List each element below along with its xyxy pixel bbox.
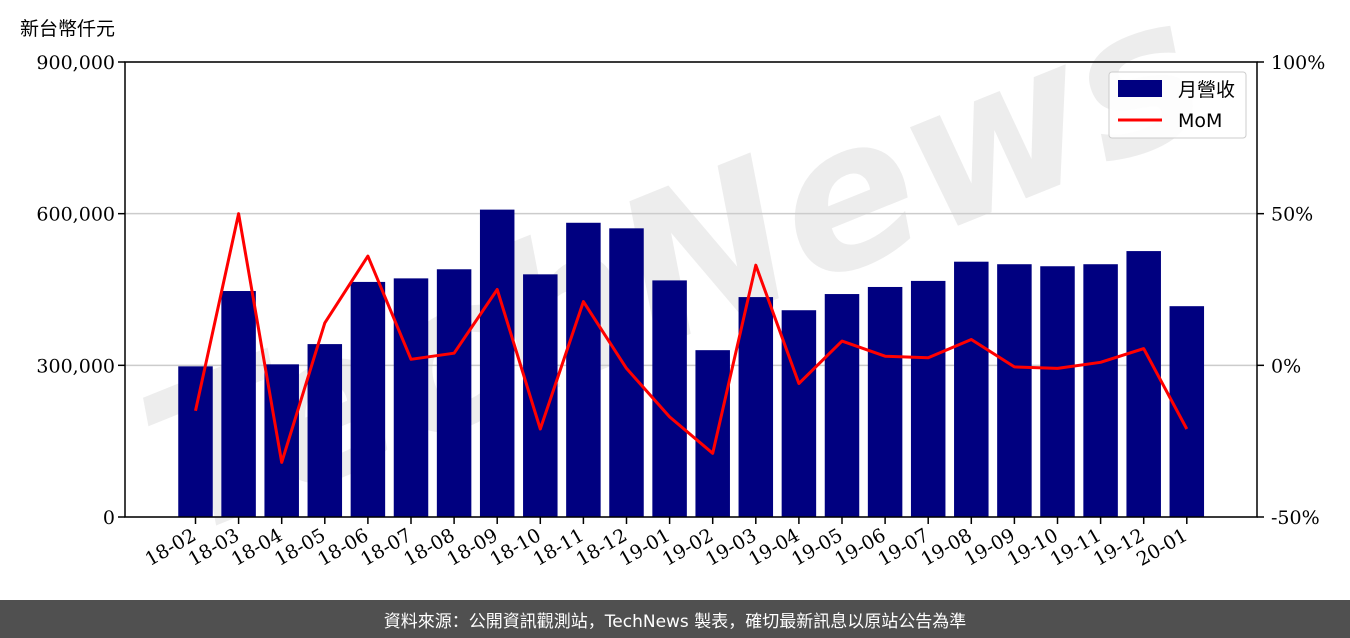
y-left-tick-label: 300,000 bbox=[36, 355, 115, 377]
revenue-bar bbox=[910, 280, 946, 517]
plot-frame bbox=[124, 61, 1258, 518]
revenue-bars bbox=[178, 209, 1205, 518]
revenue-bar bbox=[1083, 264, 1118, 517]
y-right-tick-label: 50% bbox=[1271, 204, 1313, 226]
y-left-tick-label: 0 bbox=[103, 507, 115, 529]
legend-label-mom: MoM bbox=[1178, 110, 1222, 132]
revenue-bar bbox=[652, 280, 687, 517]
revenue-chart: TechNews 0300,000600,000900,000-50%0%50%… bbox=[36, 0, 1325, 583]
mom-line-layer bbox=[194, 212, 1189, 464]
y-axis-unit-label: 新台幣仟元 bbox=[20, 18, 116, 40]
y-right-tick-label: 0% bbox=[1271, 355, 1301, 377]
revenue-bar bbox=[695, 350, 730, 517]
revenue-bar bbox=[997, 264, 1032, 517]
x-tick-label: 20-01 bbox=[1133, 524, 1191, 570]
y-left-tick-label: 900,000 bbox=[36, 52, 115, 74]
revenue-bar bbox=[566, 222, 601, 517]
revenue-bar bbox=[954, 261, 989, 517]
revenue-bar bbox=[824, 294, 860, 517]
legend: 月營收 MoM bbox=[1108, 71, 1247, 139]
footer-text: 資料來源：公開資訊觀測站，TechNews 製表，確切最新訊息以原站公告為準 bbox=[383, 611, 967, 632]
revenue-bar bbox=[307, 344, 343, 517]
revenue-bar bbox=[1040, 266, 1075, 517]
y-right-tick-label: 100% bbox=[1271, 52, 1325, 74]
revenue-bar bbox=[1126, 251, 1161, 518]
y-left-tick-label: 600,000 bbox=[36, 204, 115, 226]
mom-line bbox=[194, 212, 1189, 464]
y-right-tick-label: -50% bbox=[1271, 507, 1320, 529]
revenue-bar bbox=[1169, 306, 1205, 517]
legend-label-revenue: 月營收 bbox=[1178, 79, 1235, 101]
revenue-bar bbox=[393, 278, 429, 517]
revenue-bar bbox=[867, 286, 903, 517]
revenue-bar bbox=[178, 366, 213, 517]
revenue-bar bbox=[436, 269, 472, 517]
legend-bar-swatch bbox=[1118, 80, 1162, 97]
revenue-bar bbox=[221, 291, 256, 517]
source-footer: 資料來源：公開資訊觀測站，TechNews 製表，確切最新訊息以原站公告為準 bbox=[0, 600, 1350, 638]
revenue-bar bbox=[738, 297, 774, 517]
revenue-bar bbox=[479, 209, 515, 517]
revenue-bar bbox=[350, 281, 386, 517]
revenue-bar bbox=[781, 310, 817, 517]
revenue-bar bbox=[609, 228, 644, 518]
